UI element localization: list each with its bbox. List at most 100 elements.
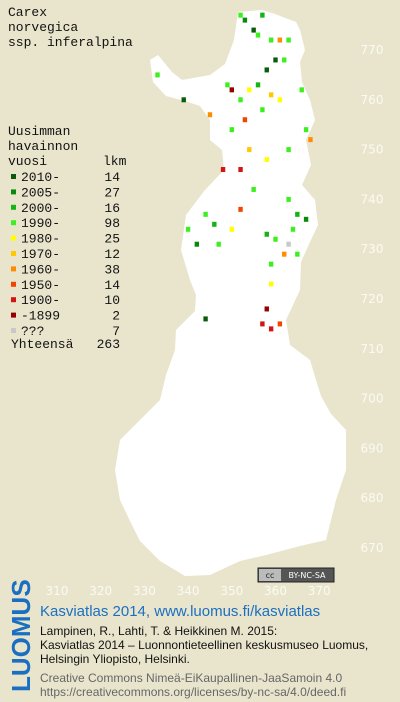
legend-count: 27	[104, 185, 120, 200]
record-square	[286, 37, 291, 43]
legend-count: 14	[104, 278, 120, 293]
legend-label: 2005-	[21, 185, 60, 200]
y-tick-label: 680	[361, 491, 384, 505]
record-square	[308, 137, 313, 143]
record-square	[264, 67, 269, 73]
legend-label: 1950-	[21, 278, 60, 293]
record-square	[268, 92, 274, 98]
legend-count: 38	[104, 262, 120, 277]
legend-header: havainnon	[8, 139, 78, 154]
license-line: Creative Commons Nimeä-EiKaupallinen-Jaa…	[40, 671, 342, 685]
legend-label: 1960-	[21, 262, 60, 277]
record-square	[295, 251, 300, 257]
record-square	[212, 221, 217, 227]
x-tick-label: 340	[177, 584, 200, 598]
record-square	[268, 326, 274, 332]
record-square	[203, 316, 208, 322]
legend-label: 1970-	[21, 247, 60, 262]
record-square	[251, 27, 256, 33]
record-square	[229, 226, 234, 232]
badge-cc	[259, 569, 281, 581]
record-square	[273, 236, 278, 242]
x-tick-label: 370	[308, 584, 331, 598]
legend-count: 16	[104, 201, 120, 216]
y-tick-label: 690	[361, 441, 384, 455]
record-square	[286, 241, 291, 247]
legend-swatch	[11, 312, 16, 318]
legend-col-count: lkm	[103, 154, 127, 169]
legend-count: 14	[104, 170, 120, 185]
record-square	[277, 37, 283, 43]
record-square	[229, 87, 234, 93]
legend-count: 25	[104, 232, 120, 247]
record-square	[203, 211, 208, 217]
record-square	[277, 321, 283, 327]
record-square	[225, 82, 230, 88]
record-square	[277, 97, 283, 103]
record-square	[255, 32, 261, 38]
legend-label: ???	[21, 324, 44, 339]
legend-count: 7	[112, 324, 120, 339]
legend-count: 98	[104, 216, 120, 231]
record-square	[286, 147, 291, 153]
legend-count: 2	[112, 309, 120, 324]
record-square	[299, 87, 304, 93]
record-square	[260, 107, 265, 113]
title-line: ssp. inferalpina	[8, 35, 133, 50]
legend-header: Uusimman	[8, 124, 70, 139]
legend-label: 1990-	[21, 216, 60, 231]
record-square	[260, 12, 265, 18]
legend-label: 2000-	[21, 201, 60, 216]
y-tick-label: 750	[361, 143, 384, 157]
x-tick-label: 310	[46, 584, 69, 598]
legend-swatch	[11, 235, 16, 241]
record-square	[295, 211, 300, 217]
record-square	[255, 82, 261, 88]
legend-total-label: Yhteensä	[11, 337, 74, 352]
legend-total: 263	[97, 337, 120, 352]
record-square	[247, 87, 252, 93]
finland-outline	[115, 10, 346, 576]
citation-line: Lampinen, R., Lahti, T. & Heikkinen M. 2…	[40, 624, 277, 638]
record-square	[242, 117, 248, 123]
record-square	[290, 226, 296, 232]
legend-count: 10	[104, 293, 120, 308]
legend-label: 2010-	[21, 170, 60, 185]
record-square	[264, 231, 269, 237]
legend-swatch	[11, 297, 16, 303]
citation-line: Kasviatlas 2014 – Luonnontieteellinen ke…	[40, 638, 368, 652]
legend-swatch	[11, 266, 16, 272]
record-square	[303, 216, 309, 222]
legend-swatch	[11, 281, 16, 287]
record-square	[264, 157, 269, 163]
record-square	[268, 281, 274, 287]
y-tick-label: 700	[361, 392, 384, 406]
record-square	[238, 206, 243, 212]
y-tick-label: 730	[361, 242, 384, 256]
record-square	[238, 97, 243, 103]
legend-swatch	[11, 189, 16, 195]
record-square	[155, 72, 160, 78]
record-square	[238, 12, 243, 18]
badge-cc-mark: cc	[266, 571, 275, 580]
legend-label: 1980-	[21, 232, 60, 247]
record-square	[282, 57, 287, 63]
record-square	[282, 251, 287, 257]
record-square	[264, 306, 269, 312]
record-square	[260, 321, 265, 327]
record-square	[247, 147, 252, 153]
record-square	[268, 261, 274, 267]
x-tick-label: 320	[89, 584, 112, 598]
record-square	[242, 17, 248, 23]
record-square	[185, 226, 191, 232]
record-square	[268, 37, 274, 43]
record-square	[194, 241, 200, 247]
license-line: https://creativecommons.org/licenses/by-…	[40, 685, 346, 699]
legend-swatch	[11, 204, 16, 210]
record-square	[273, 57, 278, 63]
record-square	[220, 167, 226, 173]
record-square	[216, 241, 221, 247]
legend-label: -1899	[21, 309, 60, 324]
x-tick-label: 330	[133, 584, 156, 598]
